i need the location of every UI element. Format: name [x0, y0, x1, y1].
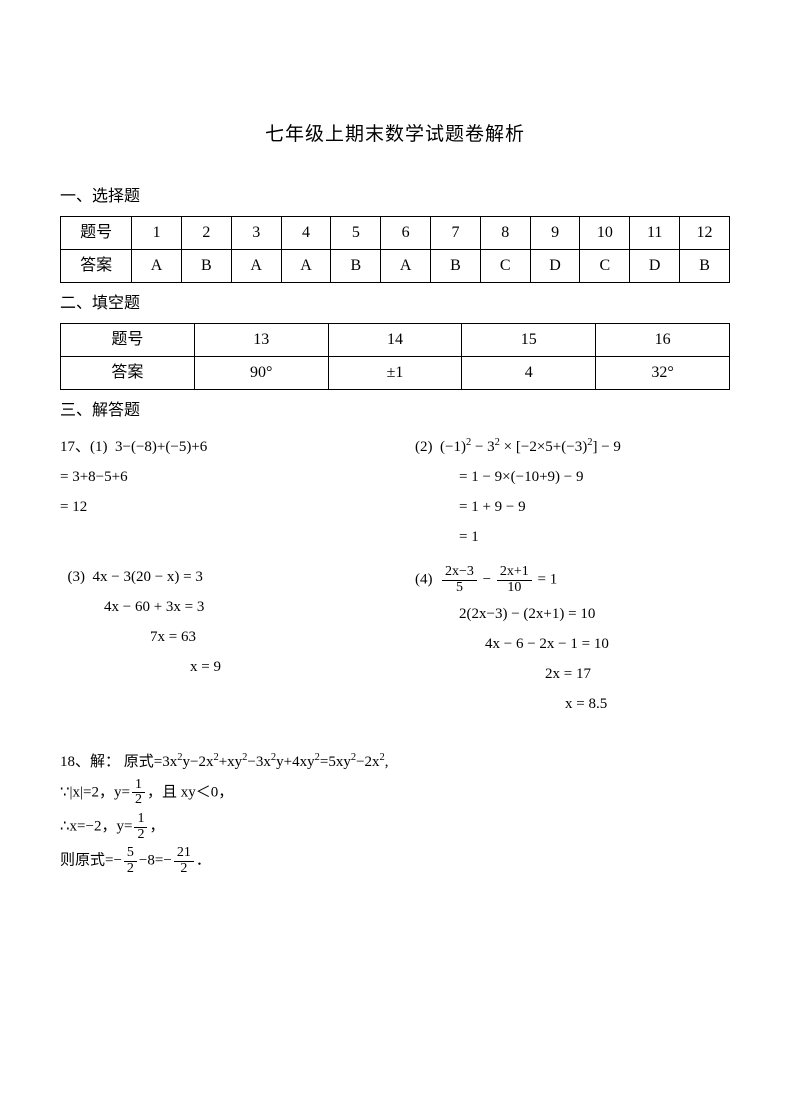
table-cell: A [231, 249, 281, 282]
table-cell: A [281, 249, 331, 282]
math-line: = 1 + 9 − 9 [415, 495, 730, 519]
q17-part3: (3) 4x − 3(20 − x) = 3 4x − 60 + 3x = 3 … [60, 559, 375, 721]
math-line: x = 8.5 [415, 692, 730, 716]
table-cell: 13 [194, 323, 328, 356]
math-text: ，且 xy＜0， [147, 784, 233, 800]
fraction: 12 [134, 812, 147, 842]
math-line: 4x − 6 − 2x − 1 = 10 [415, 632, 730, 656]
table-cell: 15 [462, 323, 596, 356]
table-cell: 32° [596, 356, 730, 389]
table-cell: B [181, 249, 231, 282]
table-cell: 4 [281, 216, 331, 249]
q17-p4-tag: (4) [415, 572, 433, 588]
table-cell: 9 [530, 216, 580, 249]
table-header-label: 题号 [61, 216, 132, 249]
table-row: 题号 1 2 3 4 5 6 7 8 9 10 11 12 [61, 216, 730, 249]
page: 七年级上期末数学试题卷解析 一、选择题 题号 1 2 3 4 5 6 7 8 9… [0, 0, 790, 1118]
q18: 18、解： 原式=3x2y−2x2+xy2−3x2y+4xy2=5xy2−2x2… [60, 750, 730, 877]
math-line: = 1 [415, 525, 730, 549]
math-line: = 1 − 9×(−10+9) − 9 [415, 465, 730, 489]
table-cell: B [431, 249, 481, 282]
math-line: 7x = 63 [60, 625, 375, 649]
table-cell: D [630, 249, 680, 282]
table-cell: 14 [328, 323, 462, 356]
math-line: = 3+8−5+6 [60, 465, 375, 489]
table-cell: ±1 [328, 356, 462, 389]
q17-label: 17、 [60, 439, 90, 455]
table-cell: 4 [462, 356, 596, 389]
math-line: 2x = 17 [415, 662, 730, 686]
page-title: 七年级上期末数学试题卷解析 [60, 120, 730, 150]
math-text: −8=− [139, 853, 172, 869]
table-cell: 3 [231, 216, 281, 249]
table-cell: 1 [132, 216, 182, 249]
table-cell: 5 [331, 216, 381, 249]
math-text: ， [149, 819, 164, 835]
fraction: 52 [124, 846, 137, 876]
table-cell: 11 [630, 216, 680, 249]
table-cell: A [381, 249, 431, 282]
table-cell: 16 [596, 323, 730, 356]
table-cell: 2 [181, 216, 231, 249]
table-cell: 6 [381, 216, 431, 249]
table-row: 答案 A B A A B A B C D C D B [61, 249, 730, 282]
table-answer-label: 答案 [61, 249, 132, 282]
math-line: 原式=3x2y−2x2+xy2−3x2y+4xy2=5xy2−2x2, [124, 754, 389, 770]
table-choice: 题号 1 2 3 4 5 6 7 8 9 10 11 12 答案 A B A A… [60, 216, 730, 283]
table-cell: 10 [580, 216, 630, 249]
table-cell: 90° [194, 356, 328, 389]
fraction: 212 [174, 846, 194, 876]
q17-p3-tag: (3) [68, 569, 86, 585]
table-cell: 12 [680, 216, 730, 249]
table-cell: B [331, 249, 381, 282]
section-2-heading: 二、填空题 [60, 291, 730, 317]
fraction: 2x+110 [497, 565, 532, 595]
math-line: (−1)2 − 32 × [−2×5+(−3)2] − 9 [440, 439, 621, 455]
math-text: ∴x=−2，y= [60, 819, 132, 835]
q17-part1: 17、(1) 3−(−8)+(−5)+6 = 3+8−5+6 = 12 [60, 429, 375, 555]
math-line: 2(2x−3) − (2x+1) = 10 [415, 602, 730, 626]
table-cell: C [580, 249, 630, 282]
q17-part4: (4) 2x−35 − 2x+110 = 1 2(2x−3) − (2x+1) … [415, 559, 730, 721]
table-row: 答案 90° ±1 4 32° [61, 356, 730, 389]
table-row: 题号 13 14 15 16 [61, 323, 730, 356]
math-line: x = 9 [60, 655, 375, 679]
q18-label: 18、解： [60, 754, 120, 770]
math-line: 4x − 3(20 − x) = 3 [93, 569, 203, 585]
table-fill: 题号 13 14 15 16 答案 90° ±1 4 32° [60, 323, 730, 390]
fraction: 12 [132, 778, 145, 808]
fraction: 2x−35 [442, 565, 477, 595]
q17-p1-tag: (1) [90, 439, 108, 455]
table-header-label: 题号 [61, 323, 195, 356]
q17-p2-tag: (2) [415, 439, 433, 455]
table-answer-label: 答案 [61, 356, 195, 389]
math-text: 则原式=− [60, 853, 122, 869]
table-cell: A [132, 249, 182, 282]
math-line: 3−(−8)+(−5)+6 [115, 439, 207, 455]
table-cell: B [680, 249, 730, 282]
math-line: 4x − 60 + 3x = 3 [60, 595, 375, 619]
q17-part2: (2) (−1)2 − 32 × [−2×5+(−3)2] − 9 = 1 − … [415, 429, 730, 555]
math-text: = 1 [534, 572, 557, 588]
section-3-heading: 三、解答题 [60, 398, 730, 424]
math-text: ． [196, 853, 211, 869]
table-cell: 8 [480, 216, 530, 249]
math-line: = 12 [60, 495, 375, 519]
section-1-heading: 一、选择题 [60, 184, 730, 210]
q17: 17、(1) 3−(−8)+(−5)+6 = 3+8−5+6 = 12 (2) … [60, 429, 730, 721]
table-cell: C [480, 249, 530, 282]
math-text: ∵|x|=2，y= [60, 784, 130, 800]
table-cell: D [530, 249, 580, 282]
table-cell: 7 [431, 216, 481, 249]
